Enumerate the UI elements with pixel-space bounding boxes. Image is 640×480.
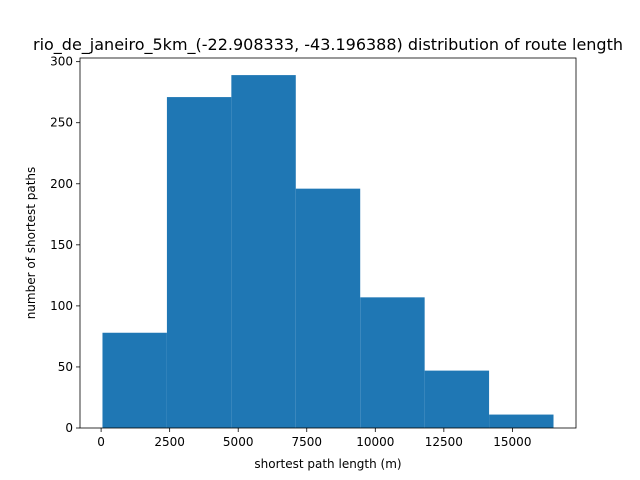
histogram-bar-0 bbox=[102, 332, 167, 428]
chart-title: rio_de_janeiro_5km_(-22.908333, -43.1963… bbox=[33, 35, 623, 55]
y-tick-label-2: 100 bbox=[50, 299, 73, 313]
y-tick-label-6: 300 bbox=[50, 55, 73, 69]
y-tick-label-3: 150 bbox=[50, 238, 73, 252]
x-axis-ticks: 0 2500 5000 7500 10000 12500 15000 bbox=[97, 428, 531, 449]
histogram-bar-5 bbox=[424, 370, 490, 428]
y-tick-label-1: 50 bbox=[58, 360, 73, 374]
y-tick-label-5: 250 bbox=[50, 116, 73, 130]
histogram-bar-3 bbox=[295, 188, 361, 428]
y-axis-ticks: 0 50 100 150 200 250 300 bbox=[50, 55, 80, 435]
histogram-bar-4 bbox=[360, 297, 425, 428]
plot-frame bbox=[79, 57, 577, 429]
x-tick-label-1: 2500 bbox=[154, 435, 185, 449]
x-axis-label: shortest path length (m) bbox=[254, 457, 401, 471]
x-tick-label-3: 7500 bbox=[291, 435, 322, 449]
bars-group bbox=[102, 75, 554, 428]
histogram-bar-6 bbox=[489, 414, 554, 428]
y-tick-label-4: 200 bbox=[50, 177, 73, 191]
x-tick-label-2: 5000 bbox=[223, 435, 254, 449]
x-tick-label-6: 15000 bbox=[493, 435, 531, 449]
y-axis-label: number of shortest paths bbox=[24, 167, 38, 320]
histogram-bar-1 bbox=[166, 97, 232, 428]
x-tick-label-5: 12500 bbox=[425, 435, 463, 449]
x-tick-label-4: 10000 bbox=[356, 435, 394, 449]
y-tick-label-0: 0 bbox=[65, 421, 73, 435]
histogram-bar-2 bbox=[231, 75, 296, 428]
x-tick-label-0: 0 bbox=[97, 435, 105, 449]
